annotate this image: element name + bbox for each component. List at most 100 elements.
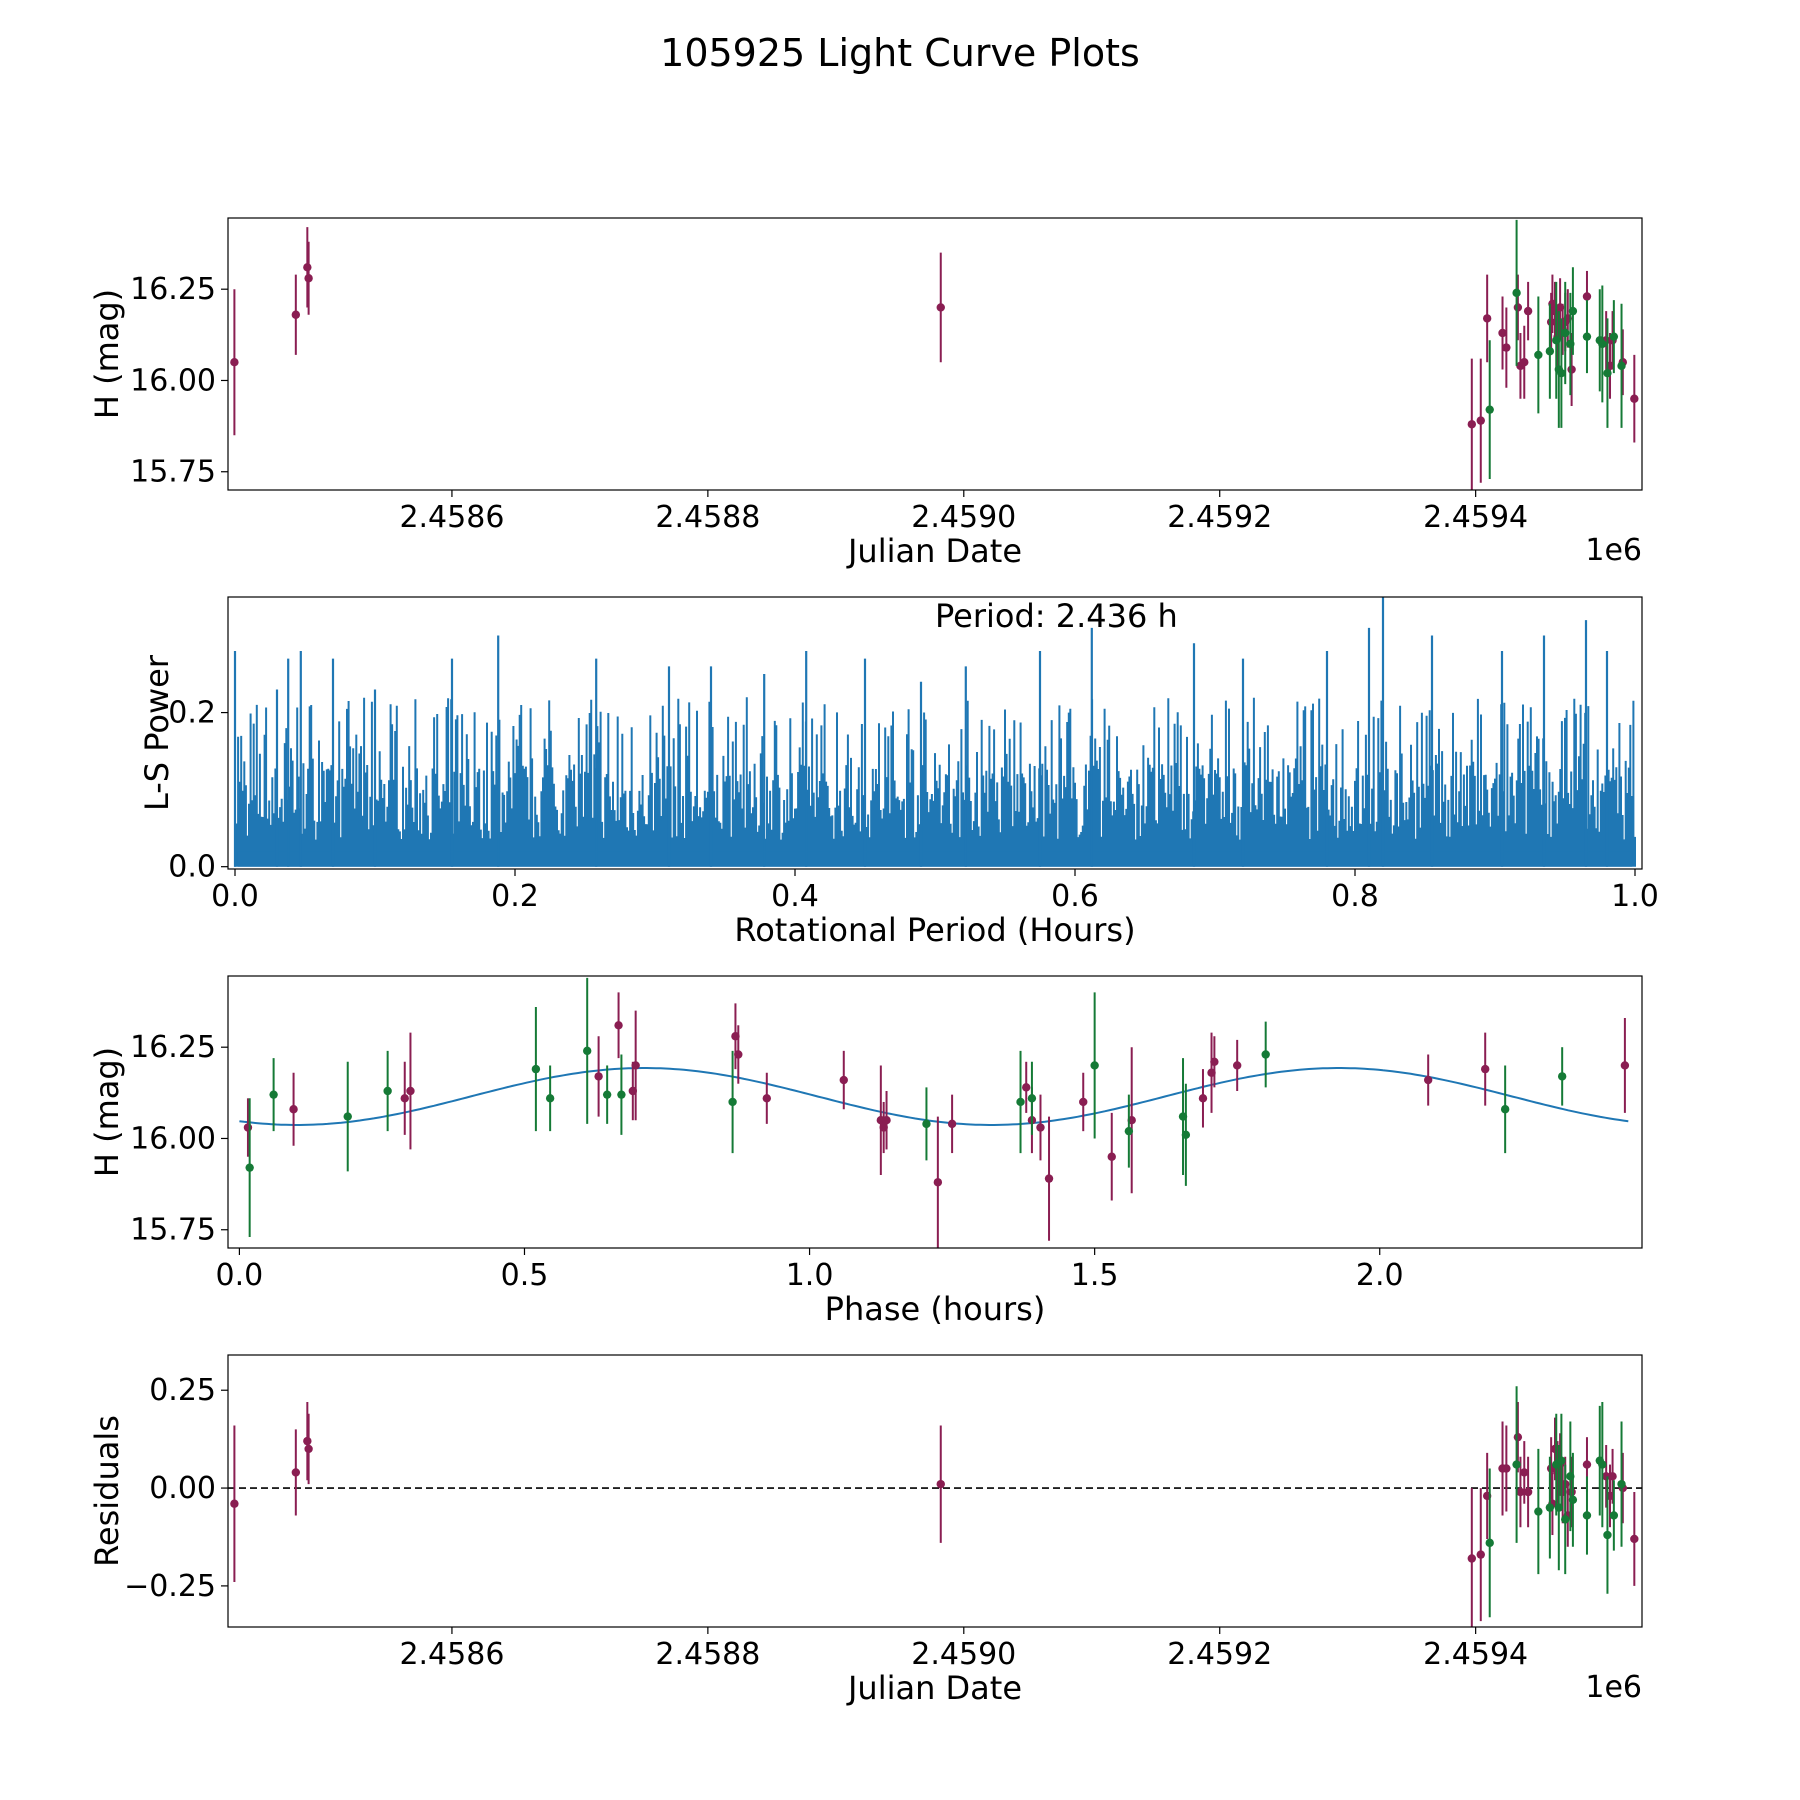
data-point [1482, 314, 1492, 323]
axes-frame [227, 596, 1643, 870]
data-point [304, 274, 313, 283]
data-point [1557, 1456, 1566, 1465]
data-point [728, 1097, 737, 1107]
x-tick-label: 0.0 [216, 1258, 264, 1293]
data-point [1523, 306, 1533, 316]
data-point [1609, 1511, 1619, 1520]
data-point [1512, 288, 1521, 298]
data-point [594, 1072, 603, 1081]
y-tick-label: 16.25 [130, 1030, 216, 1065]
x-tick-label: 0.2 [491, 879, 539, 914]
x-tick-label: 0.4 [771, 879, 819, 914]
y-tick-label: 0.00 [149, 1471, 216, 1506]
data-point [1603, 368, 1612, 378]
data-point [839, 1075, 848, 1085]
y-tick-label: 15.75 [130, 1213, 216, 1248]
panel-phase-folded: 0.0 0.5 1.0 1.5 2.0 15.75 16.00 16.25 Phase (hou… [88, 975, 1643, 1328]
periodogram-floor [237, 851, 1633, 867]
series-green [1485, 219, 1626, 480]
data-point [1603, 1530, 1612, 1540]
data-point [1513, 303, 1523, 312]
data-point [1567, 1487, 1576, 1497]
data-point [1512, 1460, 1521, 1469]
plot-area [233, 597, 1636, 867]
data-point [936, 1479, 945, 1489]
data-point [1557, 1072, 1567, 1081]
x-offset-label: 1e6 [1585, 533, 1642, 568]
series-green [245, 977, 1567, 1238]
data-point [1198, 1094, 1208, 1103]
x-tick-label: 0.8 [1331, 879, 1379, 914]
data-point [1261, 1050, 1270, 1059]
x-tick-label: 0.5 [501, 1258, 549, 1293]
data-point [1485, 405, 1494, 414]
data-point [1498, 328, 1507, 338]
data-point [1630, 394, 1639, 403]
x-tick-label: 2.0 [1356, 1258, 1404, 1293]
data-point [1423, 1075, 1433, 1085]
y-tick-label: 0.25 [149, 1373, 216, 1408]
series-red [243, 992, 1630, 1248]
data-point [947, 1119, 957, 1129]
axes-frame [227, 975, 1643, 1249]
data-point [1582, 1511, 1592, 1520]
data-point [1608, 1472, 1617, 1481]
data-point [1210, 1057, 1219, 1066]
x-tick-label: 2.4586 [399, 500, 504, 535]
data-point [1582, 292, 1592, 301]
data-point [1513, 1432, 1523, 1442]
plot-area [239, 977, 1630, 1248]
data-point [1630, 1534, 1639, 1544]
data-point [1620, 1061, 1630, 1070]
series-green [1485, 1386, 1626, 1618]
y-tick-label: 0.2 [168, 696, 216, 731]
data-point [291, 1468, 301, 1477]
y-tick-label: 16.25 [130, 272, 216, 307]
sinusoidal-fit-curve [239, 1067, 1629, 1126]
data-point [1545, 347, 1555, 356]
data-point [1617, 1479, 1626, 1489]
y-axis-label: H (mag) [88, 1047, 126, 1177]
data-point [933, 1178, 943, 1187]
data-point [406, 1086, 415, 1096]
data-point [304, 1444, 313, 1454]
data-point [1598, 339, 1607, 349]
data-point [1107, 1152, 1116, 1161]
data-point [289, 1105, 298, 1114]
data-point [614, 1021, 623, 1030]
data-point [400, 1094, 409, 1103]
y-axis-label: Residuals [88, 1415, 126, 1567]
data-point [936, 303, 945, 312]
figure-title: 105925 Light Curve Plots [660, 31, 1140, 75]
data-point [230, 358, 239, 367]
data-point [1561, 1515, 1570, 1524]
data-point [1561, 328, 1570, 338]
x-tick-label: 1.0 [786, 1258, 834, 1293]
data-point [1016, 1097, 1025, 1107]
data-point [1567, 365, 1576, 374]
x-tick-label: 2.4586 [399, 1637, 504, 1672]
axes-frame [227, 217, 1643, 491]
data-point [1534, 1507, 1543, 1516]
data-point [1545, 1503, 1555, 1512]
data-point [617, 1090, 626, 1099]
x-tick-label: 0.6 [1051, 879, 1099, 914]
x-tick-label: 1.0 [1611, 879, 1659, 914]
data-point [1467, 1554, 1477, 1563]
data-point [230, 1499, 239, 1508]
data-point [1609, 332, 1619, 341]
y-tick-label: −0.25 [124, 1569, 216, 1604]
data-point [269, 1090, 278, 1099]
y-axis-label: H (mag) [88, 289, 126, 419]
x-axis-label: Phase (hours) [825, 1290, 1046, 1328]
panel-periodogram: Period: 2.436 h 0.0 0.2 0.4 0.6 0.8 1.0 0.0 0.2 R… [138, 596, 1659, 949]
data-point [243, 1123, 253, 1132]
period-annotation: Period: 2.436 h [935, 597, 1178, 635]
data-point [1568, 306, 1578, 316]
x-tick-label: 2.4592 [1167, 1637, 1272, 1672]
axes-frame [227, 1354, 1643, 1628]
data-point [1090, 1061, 1099, 1070]
data-point [1232, 1061, 1242, 1070]
data-point [1079, 1097, 1088, 1107]
